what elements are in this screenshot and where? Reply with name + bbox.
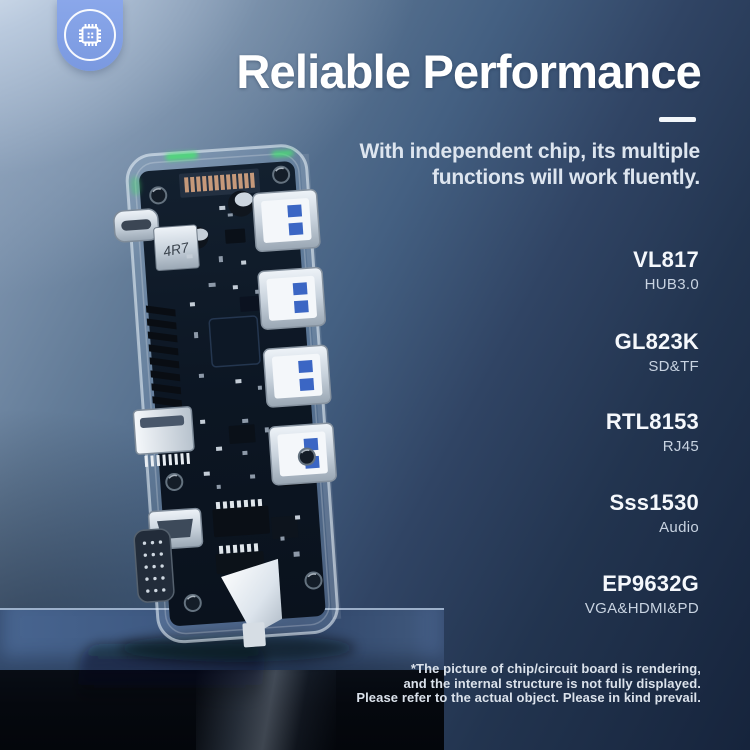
vga-port <box>133 528 175 603</box>
disclaimer-line: and the internal structure is not fully … <box>403 675 701 691</box>
chip-function-label: VGA&HDMI&PD <box>584 600 699 617</box>
chip-function-label: Audio <box>659 519 699 536</box>
chip-badge-circle <box>64 9 116 61</box>
sd-card-slot <box>132 406 195 467</box>
chip-function-label: HUB3.0 <box>644 276 699 293</box>
page-title: Reliable Performance <box>236 45 701 98</box>
capacitor <box>186 190 255 249</box>
screws <box>149 165 323 612</box>
inductor-label: 4R7 <box>162 239 191 260</box>
chip-spec-vl817: VL817 HUB3.0 <box>399 246 699 295</box>
chip-name: Sss1530 <box>609 490 699 515</box>
disclaimer-line: *The picture of chip/circuit board is re… <box>410 661 701 676</box>
usb-a-port-2 <box>257 266 327 330</box>
disclaimer-line: Please refer to the actual object. Pleas… <box>356 690 701 706</box>
board-edge-connector <box>178 168 261 198</box>
controller-chip <box>208 315 261 368</box>
chip-name: EP9632G <box>602 571 699 596</box>
chip-spec-gl823k: GL823K SD&TF <box>399 328 699 377</box>
usb-a-port-1 <box>252 189 321 253</box>
usb-c-port <box>113 208 160 243</box>
chip-name: GL823K <box>614 329 699 354</box>
heatsink <box>145 305 183 408</box>
chip-name: RTL8153 <box>605 409 699 434</box>
chip-spec-ep9632g: EP9632G VGA&HDMI&PD <box>399 570 699 619</box>
chip-spec-rtl8153: RTL8153 RJ45 <box>399 408 699 457</box>
chip-spec-sss1530: Sss1530 Audio <box>399 489 699 538</box>
chip-badge <box>57 0 123 71</box>
chip-icon <box>79 24 101 46</box>
led-strip <box>130 150 294 196</box>
chip-function-label: SD&TF <box>648 358 699 375</box>
chip-name: VL817 <box>633 247 699 272</box>
subtitle-line: With independent chip, its multiple <box>359 140 701 163</box>
usb-a-port-3 <box>262 344 332 408</box>
inductor-4r7: 4R7 <box>153 224 200 271</box>
metal-connector <box>221 558 283 648</box>
disclaimer: *The picture of chip/circuit board is re… <box>281 661 701 706</box>
chip-function-label: RJ45 <box>662 438 699 455</box>
title-divider <box>659 117 696 122</box>
subtitle-line: functions will work fluently. <box>432 166 700 189</box>
usb-a-ports <box>252 189 337 486</box>
subtitle: With independent chip, its multiple func… <box>280 139 701 191</box>
